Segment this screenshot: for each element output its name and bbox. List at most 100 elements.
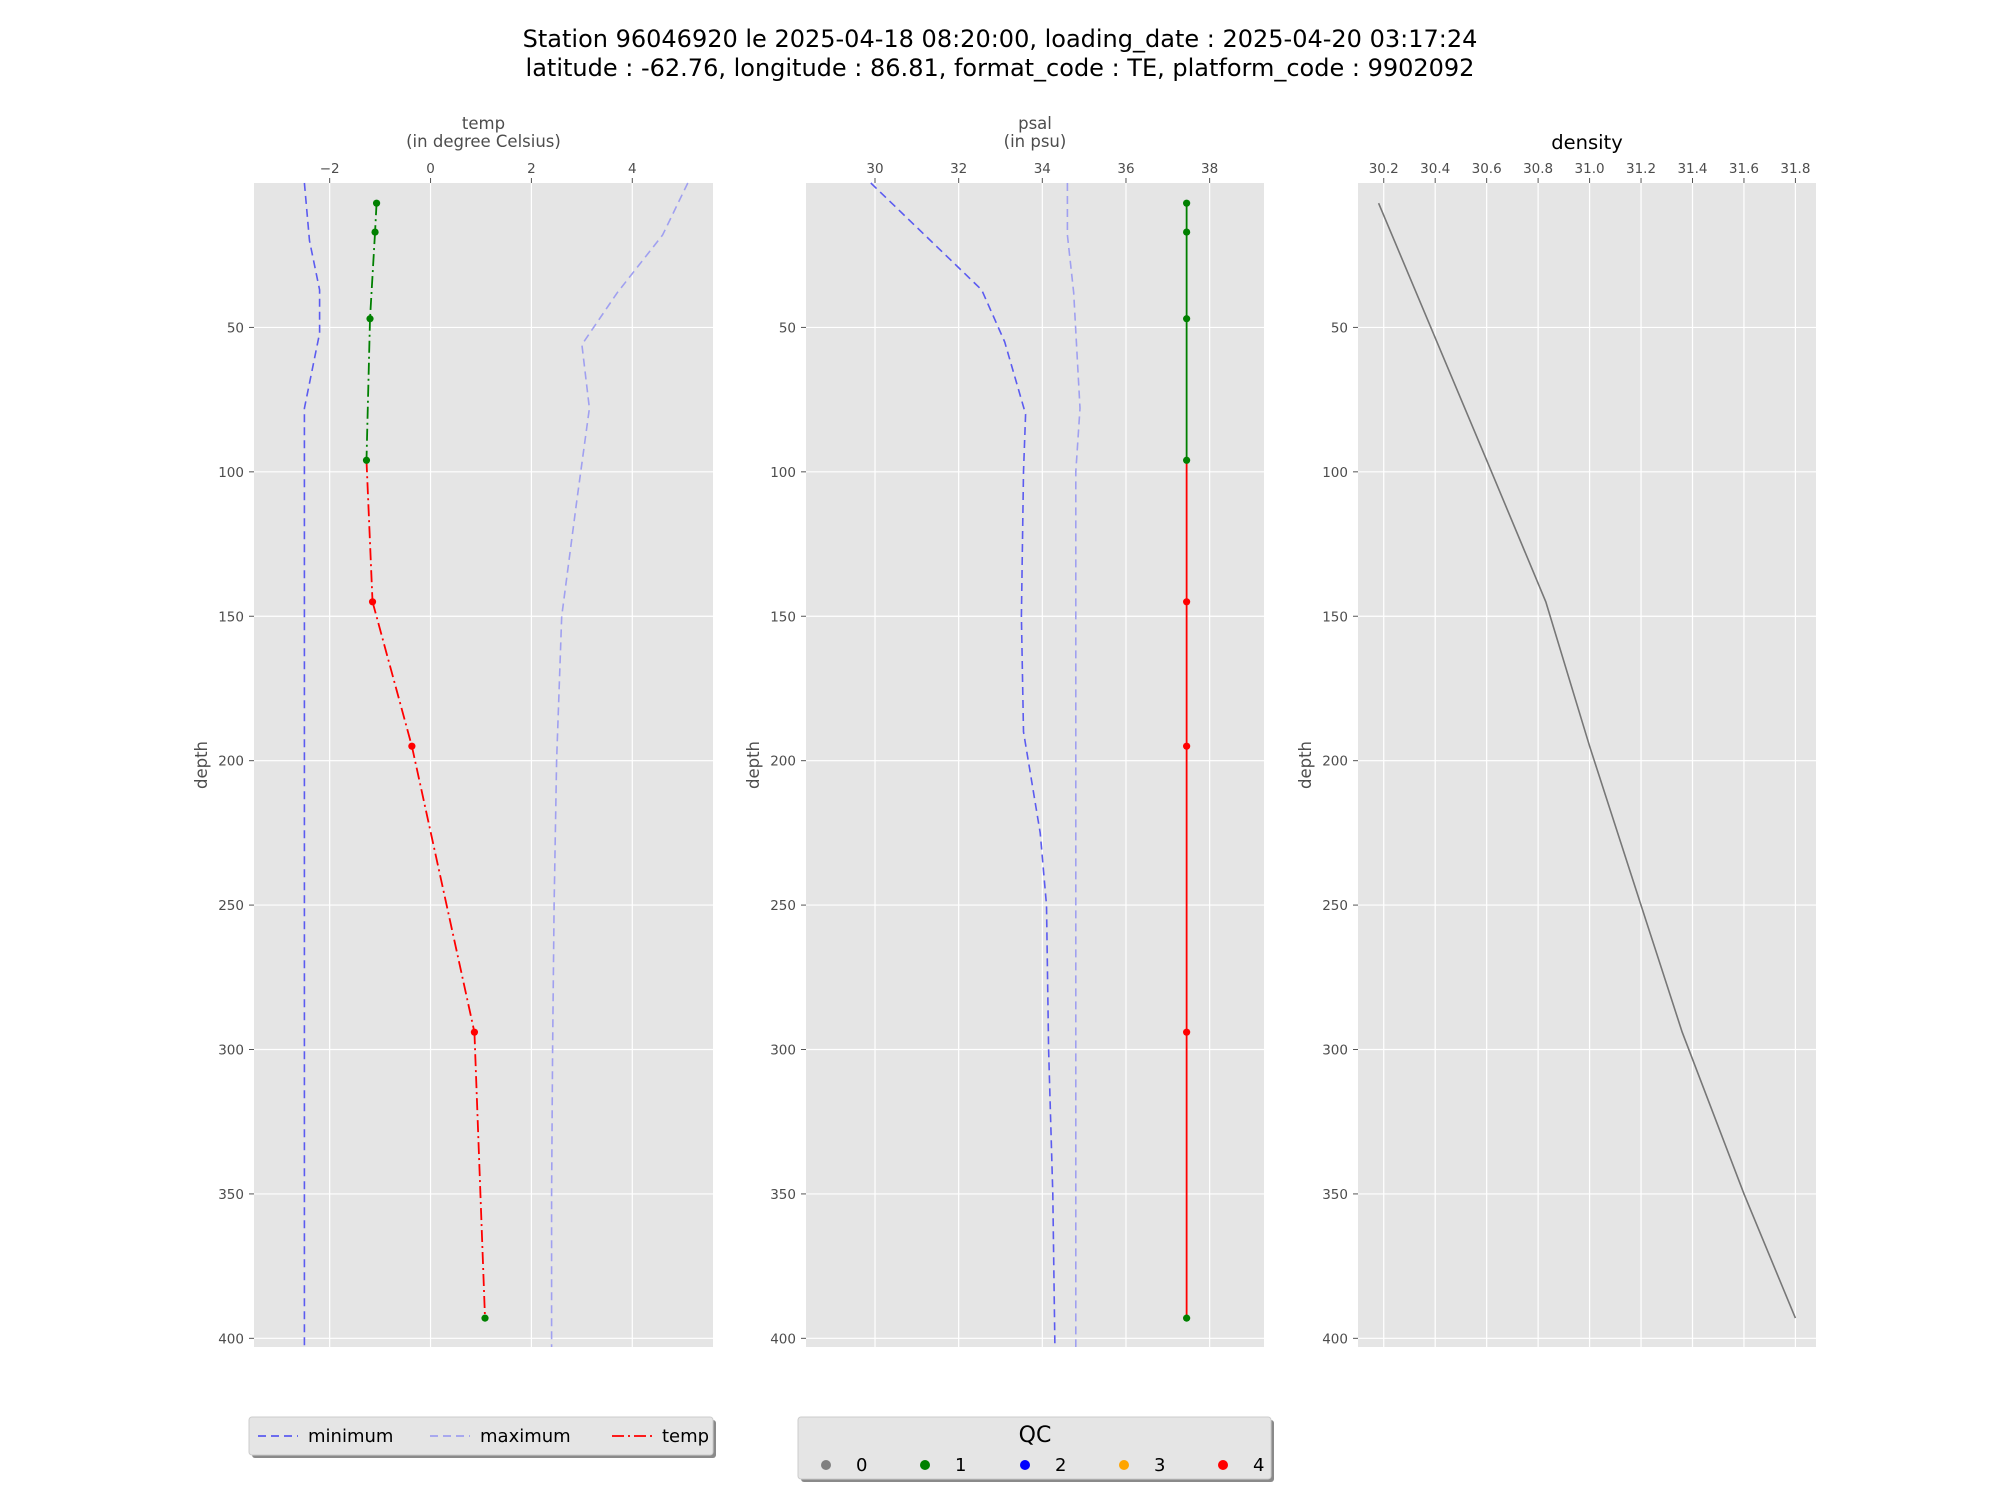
psal-xlabel-line: (in psu) [1004,132,1067,151]
temp-profile-panel: −2 0 2 4 50 100 150 200 250 300 350 400 depth temp(in… [192,114,713,1347]
legend-minimum-label: minimum [308,1426,393,1447]
density-xtick-label: 30.4 [1420,161,1450,177]
temp-ytick-label: 250 [218,898,244,914]
qc-2-marker [1020,1460,1030,1470]
density-xtick-label: 30.8 [1523,161,1553,177]
density-ytick-label: 250 [1322,898,1348,914]
temp-temp-segment [374,203,378,233]
density-profile-panel: 30.2 30.4 30.6 30.8 31.0 31.2 31.4 31.6 31.8 50 10… [1296,131,1816,1347]
temp-ytick-label: 200 [218,754,244,770]
density-ytick-label: 300 [1322,1043,1348,1059]
temp-temp-point [371,228,379,236]
figure-title-line2: latitude : -62.76, longitude : 86.81, fo… [526,54,1475,82]
temp-temp-segment [365,318,371,461]
psal-ytick-label: 200 [770,754,796,770]
temp-xlabel-line: temp [462,114,505,133]
psal-psal-point [1183,742,1191,750]
psal-psal-point [1183,199,1191,207]
density-ytick-label: 200 [1322,754,1348,770]
density-plot-area [1358,183,1816,1347]
temp-xtick-label: −2 [320,161,340,177]
psal-xlabel-line: psal [1018,114,1052,133]
temp-maximum-line [550,182,689,1347]
psal-ytick-label: 300 [770,1043,796,1059]
qc-0-marker [821,1460,831,1470]
density-ytick-label: 100 [1322,465,1348,481]
psal-xtick-label: 30 [866,161,883,177]
temp-temp-point [408,742,416,750]
density-xtick-label: 30.6 [1472,161,1502,177]
temp-ytick-label: 50 [227,320,244,336]
density-xtick-label: 31.2 [1626,161,1656,177]
temp-temp-segment [369,232,376,319]
temp-temp-point [366,315,374,323]
legend-qc-box [797,1416,1272,1480]
density-xtick-label: 31.8 [1780,161,1810,177]
psal-ytick-label: 400 [770,1331,796,1347]
temp-ylabel: depth [192,741,211,789]
density-ylabel: depth [1296,741,1315,789]
figure-title-line1: Station 96046920 le 2025-04-18 08:20:00,… [523,25,1478,53]
temp-ytick-label: 150 [218,609,244,625]
temp-temp-point [481,1314,489,1322]
psal-psal-point [1183,315,1191,323]
temp-temp-segment [410,746,476,1033]
qc-0-label: 0 [856,1455,867,1476]
psal-xtick-label: 36 [1117,161,1134,177]
temp-plot-area [254,183,713,1347]
psal-xtick-label: 32 [950,161,967,177]
psal-psal-point [1183,598,1191,606]
temp-xtick-label: 4 [628,161,637,177]
density-panel-title: density [1551,131,1623,154]
psal-ylabel: depth [744,741,763,789]
temp-ytick-label: 350 [218,1187,244,1203]
psal-ytick-label: 150 [770,609,796,625]
psal-xtick-label: 34 [1034,161,1051,177]
qc-3-label: 3 [1154,1455,1165,1476]
legend-temp-label: temp [662,1426,709,1447]
temp-temp-point [368,598,377,606]
density-xtick-label: 31.6 [1729,161,1759,177]
psal-plot-area [806,183,1264,1347]
temp-xlabel-line: (in degree Celsius) [406,132,561,151]
psal-xtick-label: 38 [1201,161,1218,177]
density-density-line [1377,202,1797,1319]
density-xtick-label: 31.0 [1575,161,1605,177]
temp-ytick-label: 400 [218,1331,244,1347]
legend-main: minimum maximum temp [248,1416,716,1458]
temp-temp-segment [365,460,374,602]
temp-temp-point [362,456,371,464]
psal-psal-point [1183,1314,1191,1322]
psal-psal-point [1183,1028,1191,1036]
psal-minimum-line [870,182,1056,1348]
legend-qc: QC 0 1 2 3 4 [797,1416,1274,1482]
density-ytick-label: 150 [1322,609,1348,625]
qc-1-label: 1 [955,1455,966,1476]
temp-ytick-label: 300 [218,1043,244,1059]
psal-ytick-label: 250 [770,898,796,914]
psal-psal-point [1183,456,1191,464]
density-xtick-label: 31.4 [1677,161,1707,177]
temp-temp-point [372,199,381,207]
temp-temp-point [470,1028,479,1036]
density-xtick-label: 30.2 [1369,161,1399,177]
legend-main-box [248,1416,714,1456]
qc-2-label: 2 [1055,1455,1066,1476]
temp-temp-segment [371,601,413,747]
temp-xtick-label: 0 [426,161,435,177]
temp-temp-segment [473,1032,486,1319]
psal-profile-panel: 30 32 34 36 38 50 100 150 200 250 300 350 400 depth ps… [744,114,1264,1347]
qc-4-marker [1218,1460,1228,1470]
legend-qc-title: QC [1019,1423,1052,1448]
temp-ytick-label: 100 [218,465,244,481]
psal-ytick-label: 100 [770,465,796,481]
psal-ytick-label: 50 [779,320,796,336]
psal-psal-point [1183,228,1191,236]
legend-maximum-label: maximum [480,1426,571,1447]
density-ytick-label: 50 [1331,320,1348,336]
density-ytick-label: 350 [1322,1187,1348,1203]
density-ytick-label: 400 [1322,1331,1348,1347]
qc-3-marker [1119,1460,1129,1470]
psal-ytick-label: 350 [770,1187,796,1203]
